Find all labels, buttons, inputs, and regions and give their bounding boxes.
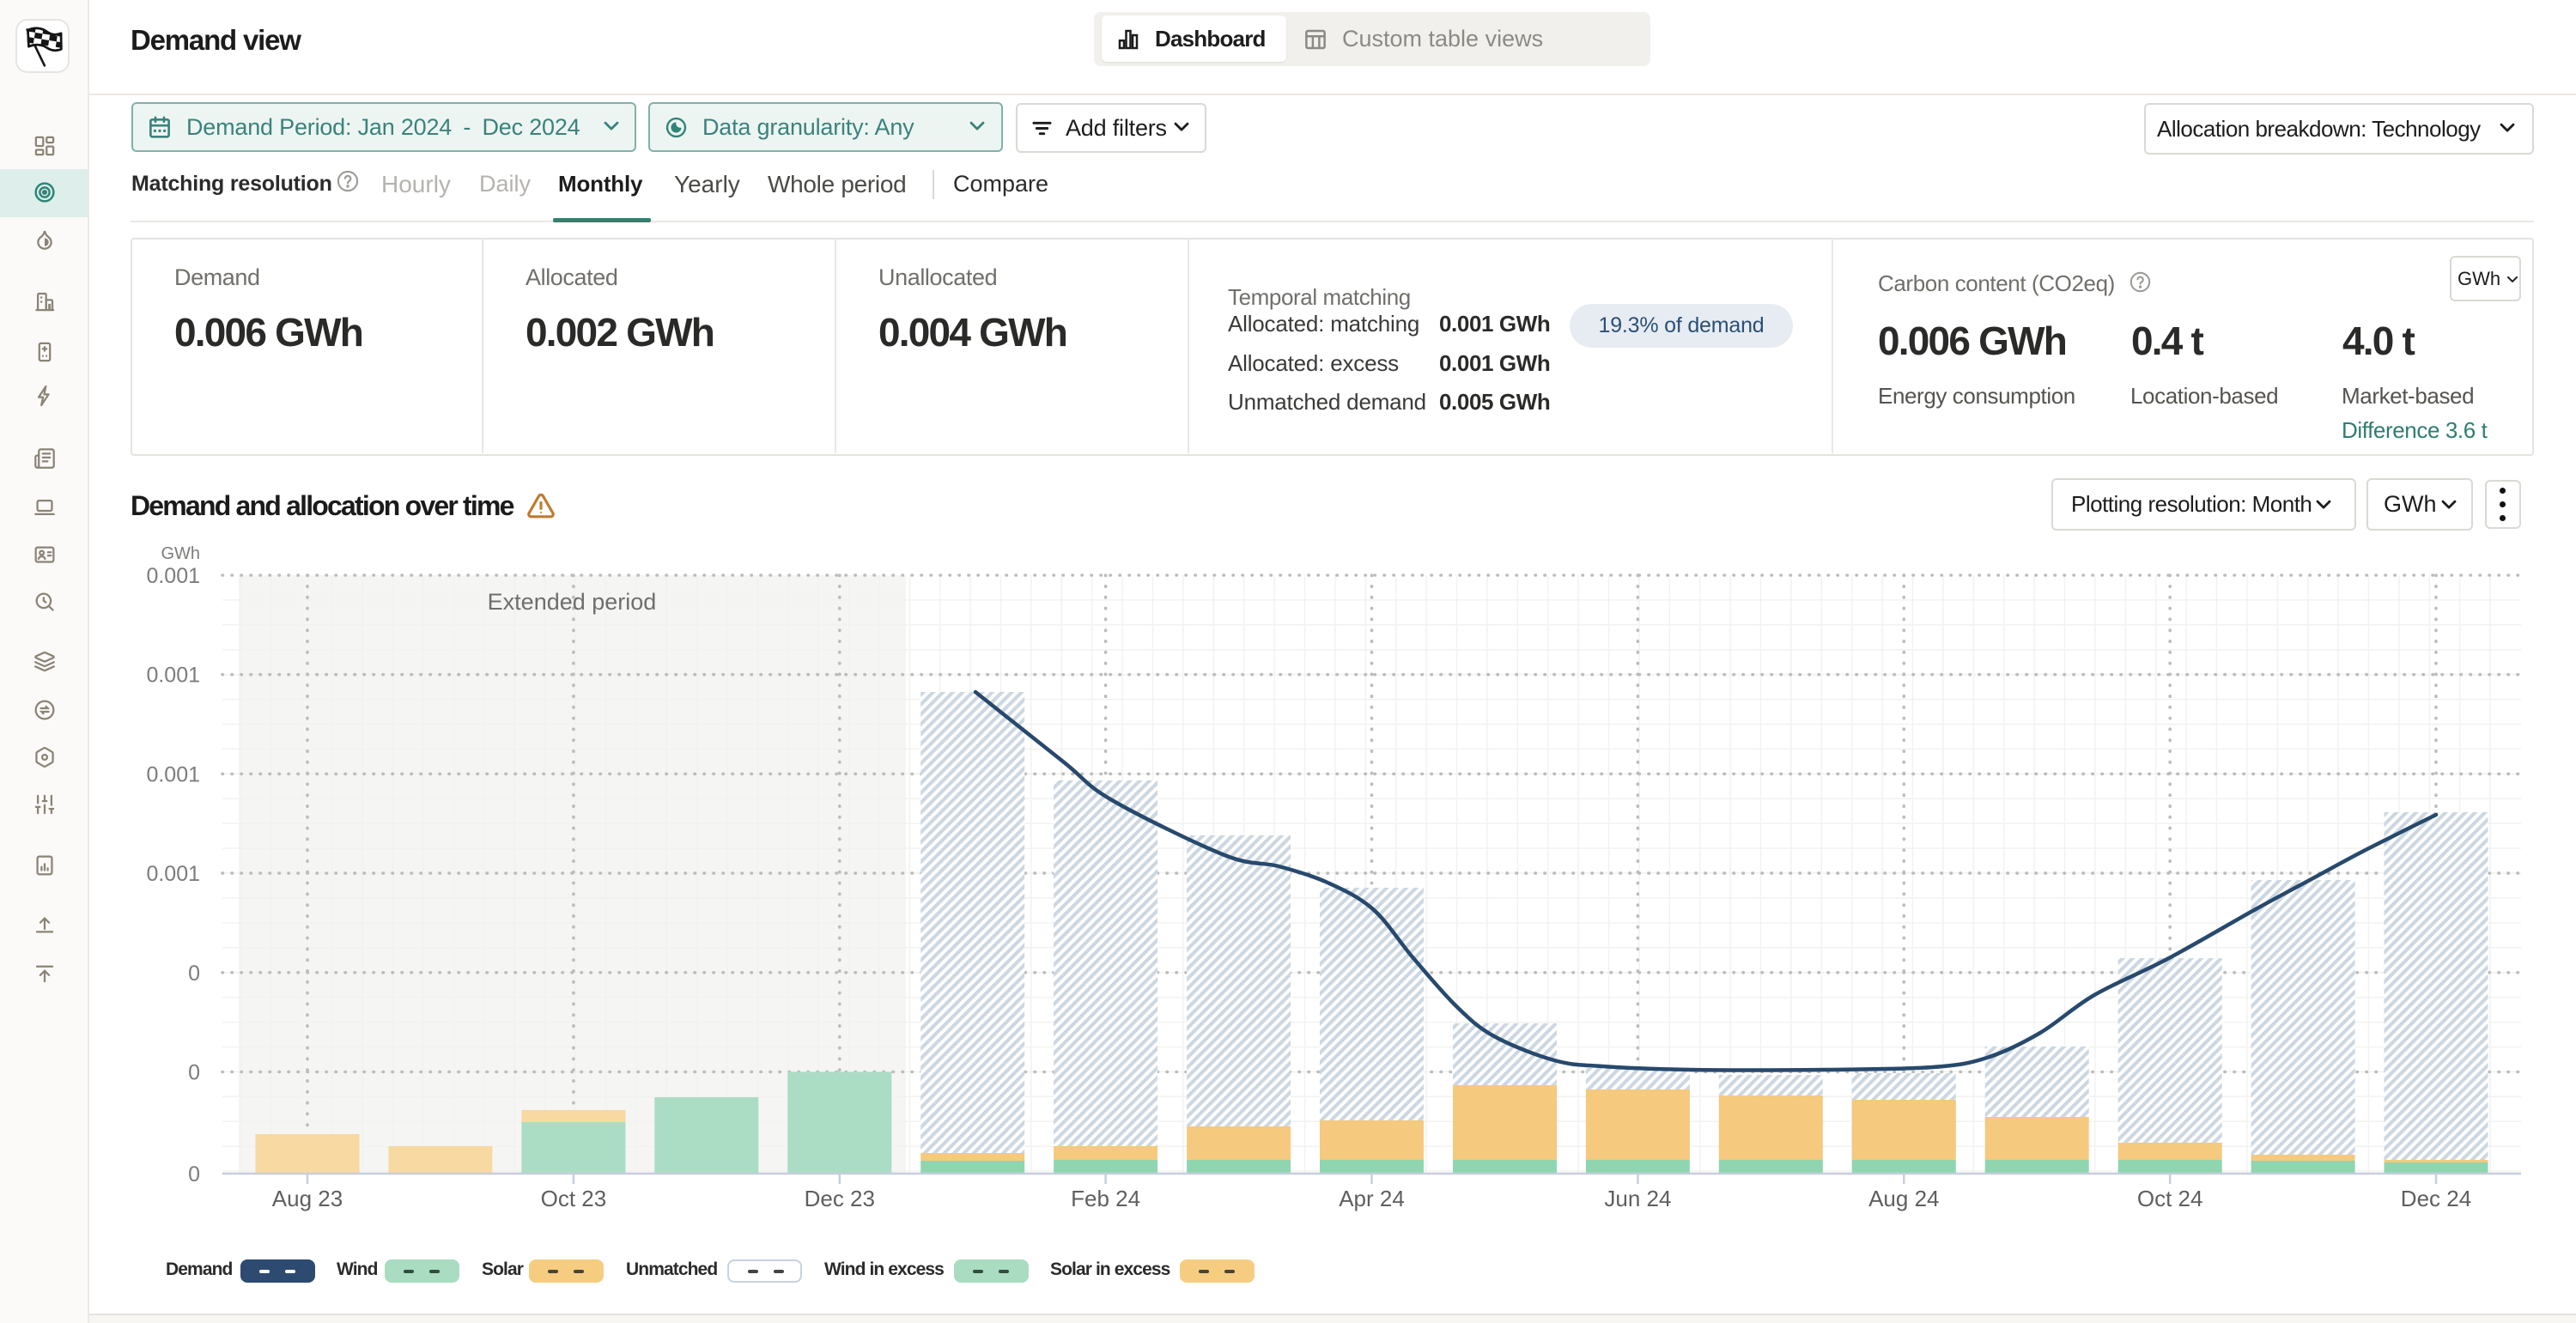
svg-text:Oct 23: Oct 23 (541, 1186, 607, 1211)
svg-text:Jun 24: Jun 24 (1604, 1186, 1671, 1211)
svg-text:0: 0 (188, 962, 200, 986)
svg-text:0: 0 (188, 1162, 200, 1186)
svg-text:0.001: 0.001 (146, 762, 200, 786)
svg-text:Dec 24: Dec 24 (2401, 1186, 2471, 1211)
svg-text:Aug 23: Aug 23 (272, 1186, 343, 1211)
svg-text:Oct 24: Oct 24 (2137, 1186, 2203, 1211)
svg-text:0.001: 0.001 (146, 564, 200, 588)
svg-text:0: 0 (188, 1061, 200, 1085)
svg-text:0.001: 0.001 (146, 862, 200, 886)
svg-text:Feb 24: Feb 24 (1071, 1186, 1140, 1211)
svg-text:Apr 24: Apr 24 (1339, 1186, 1405, 1211)
svg-text:Extended period: Extended period (488, 589, 657, 615)
svg-text:0.001: 0.001 (146, 664, 200, 688)
svg-text:Aug 24: Aug 24 (1868, 1186, 1939, 1211)
svg-text:Dec 23: Dec 23 (805, 1186, 875, 1211)
svg-text:GWh: GWh (161, 544, 200, 563)
